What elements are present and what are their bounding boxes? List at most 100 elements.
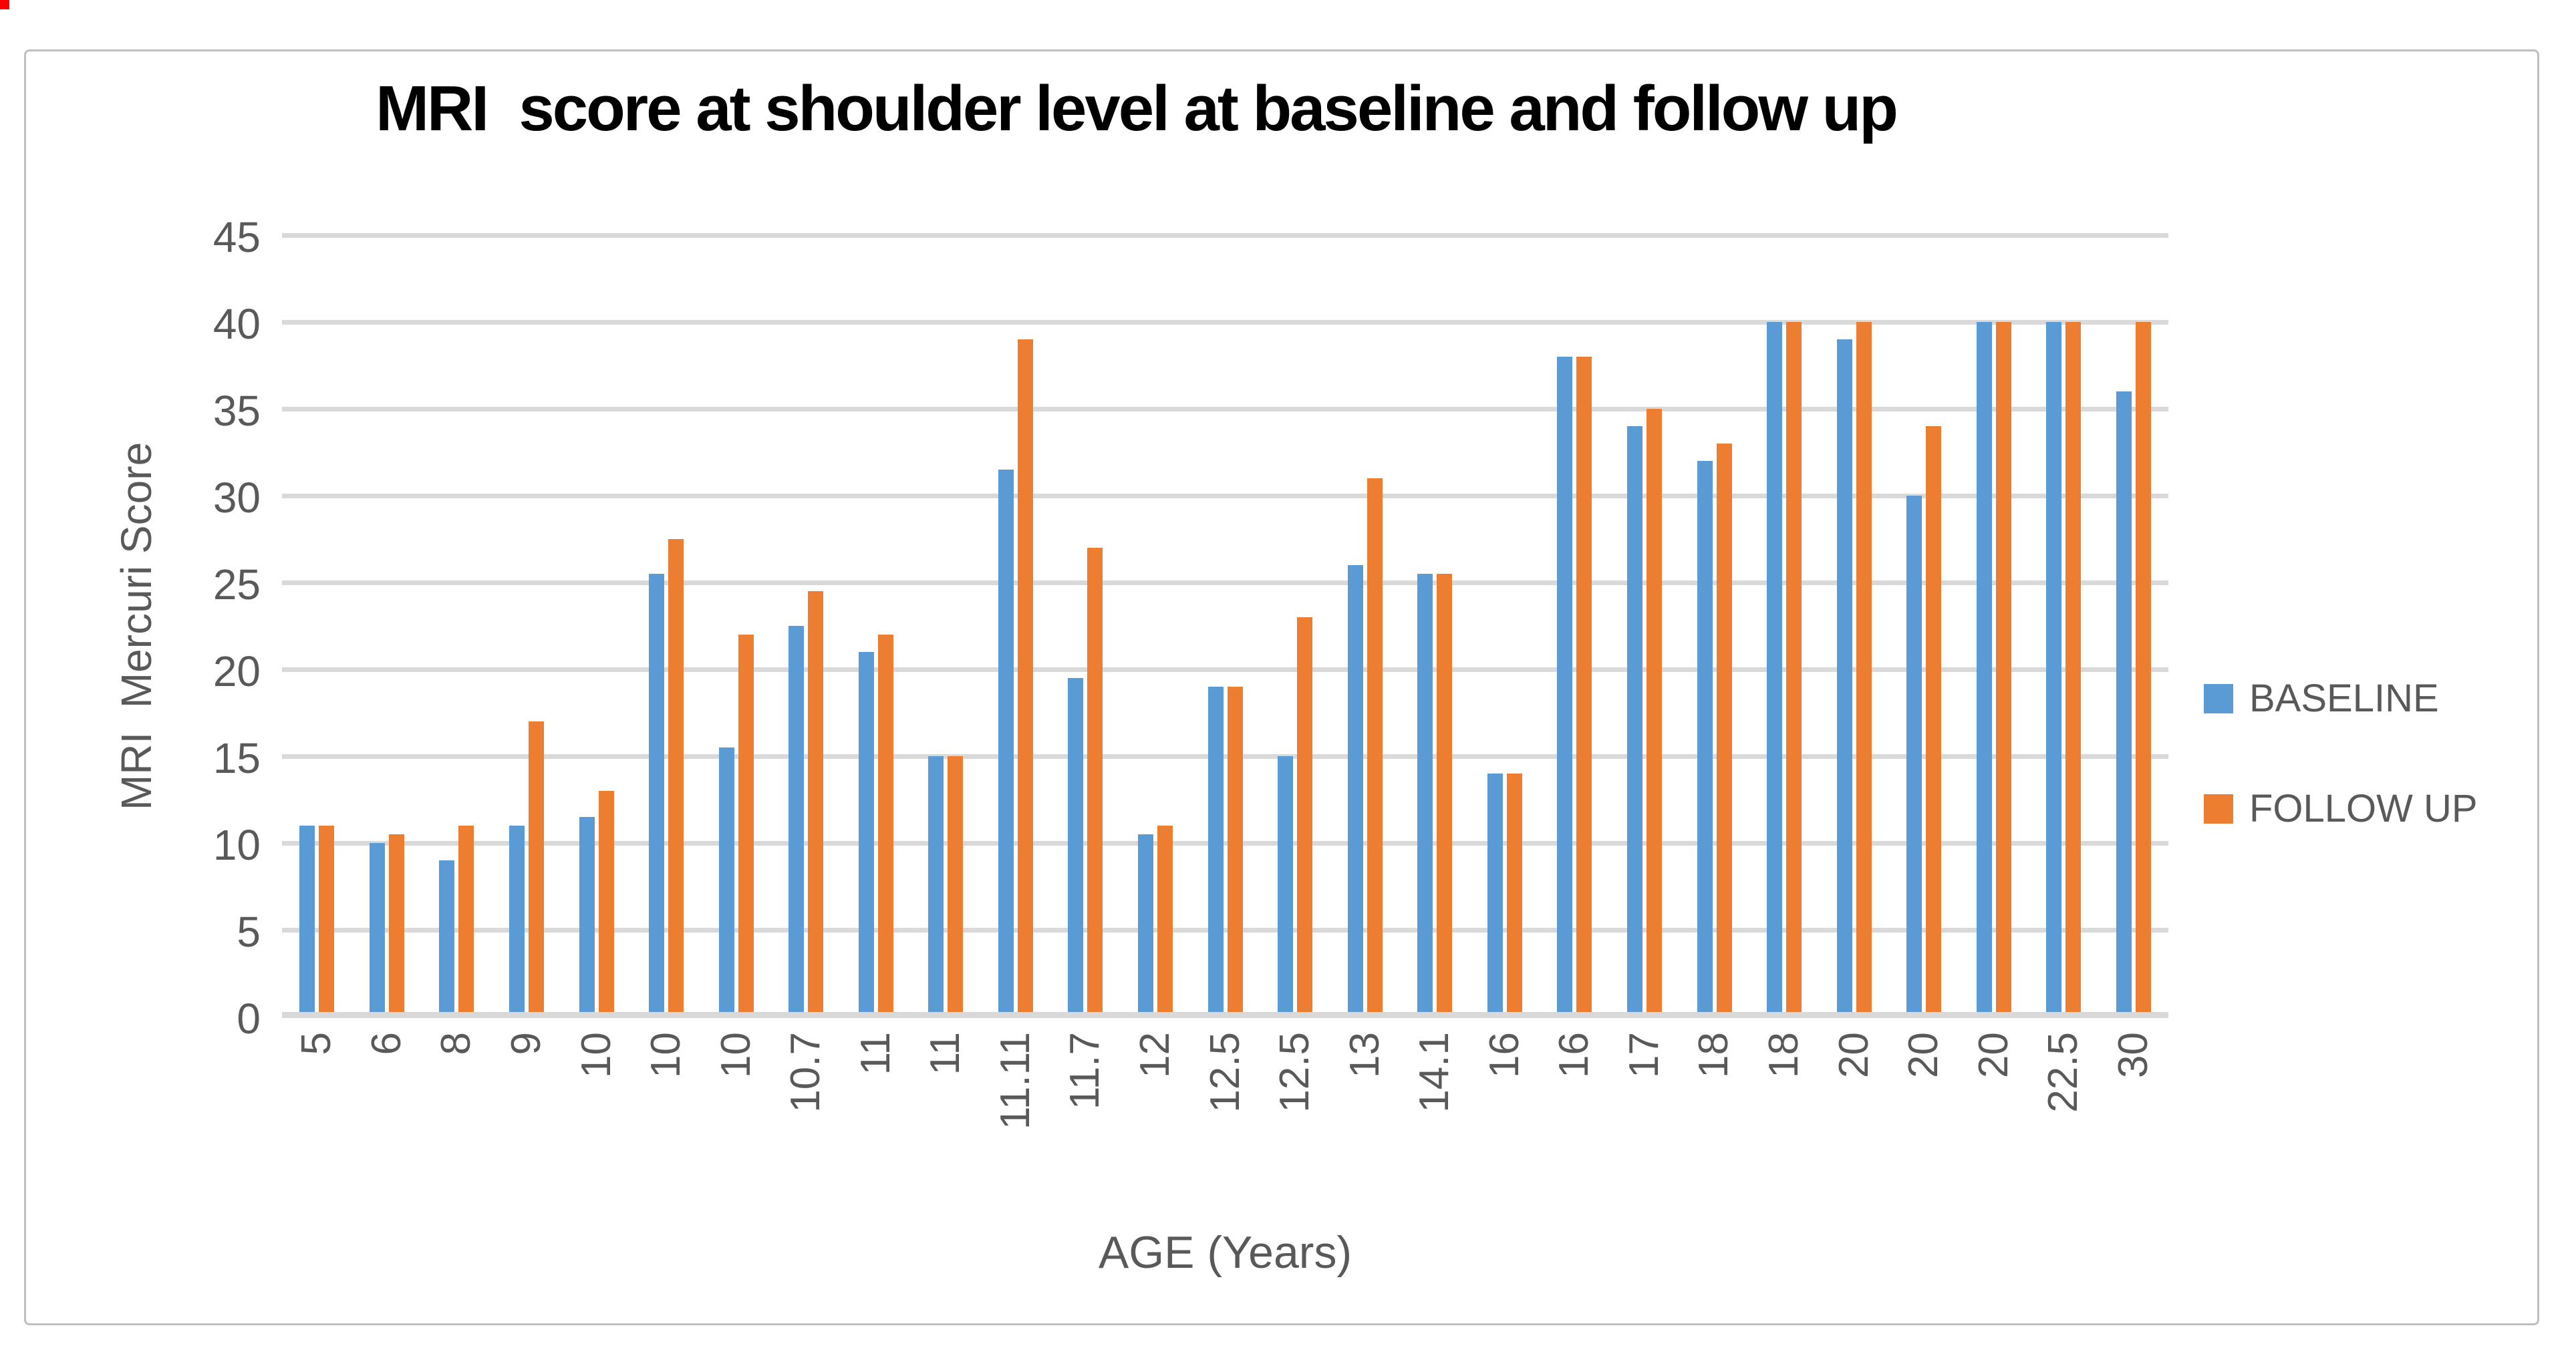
bar-group (841, 235, 911, 1017)
gridline (282, 494, 2168, 498)
x-tick-label: 14.1 (1411, 1032, 1458, 1113)
bar-group (1260, 235, 1330, 1017)
bar-baseline (579, 817, 595, 1017)
bar-baseline (2116, 391, 2132, 1017)
x-axis-title: AGE (Years) (1098, 1227, 1352, 1278)
gridline (282, 754, 2168, 759)
bar-group (1959, 235, 2029, 1017)
x-tick-label: 20 (1900, 1032, 1947, 1078)
x-tick-label: 8 (433, 1032, 480, 1055)
bar-baseline (1417, 574, 1433, 1017)
bar-follow-up (388, 834, 404, 1017)
bar-baseline (1068, 678, 1084, 1017)
y-tick-label: 20 (212, 647, 261, 695)
bar-baseline (789, 626, 805, 1017)
x-tick-label: 11.7 (1062, 1032, 1109, 1110)
gridline (282, 407, 2168, 411)
x-tick-label: 18 (1760, 1032, 1807, 1078)
bar-group (2099, 235, 2169, 1017)
bar-group (771, 235, 841, 1017)
bar-follow-up (877, 635, 893, 1017)
bar-baseline (1836, 339, 1852, 1017)
x-tick-label: 5 (293, 1032, 340, 1055)
y-tick-label: 0 (237, 995, 261, 1043)
gridline (282, 233, 2168, 238)
bar-group (1679, 235, 1749, 1017)
bar-group (1330, 235, 1400, 1017)
y-tick-label: 25 (212, 560, 261, 609)
bar-baseline (998, 470, 1014, 1017)
legend-item: FOLLOW UP (2204, 786, 2478, 831)
x-tick-label: 11 (852, 1032, 899, 1075)
legend: BASELINE FOLLOW UP (2204, 676, 2478, 831)
bar-baseline (1697, 461, 1713, 1017)
bar-group (561, 235, 631, 1017)
bar-follow-up (1227, 687, 1243, 1017)
bar-group (1121, 235, 1191, 1017)
bar-follow-up (1995, 322, 2011, 1017)
x-tick-label: 12 (1131, 1032, 1178, 1078)
bar-baseline (369, 843, 385, 1017)
legend-item: BASELINE (2204, 676, 2478, 721)
bar-follow-up (1506, 774, 1522, 1017)
bar-group (1190, 235, 1260, 1017)
bar-baseline (718, 747, 734, 1017)
bar-follow-up (1017, 339, 1033, 1017)
y-tick-label: 5 (237, 908, 261, 956)
bar-group (1470, 235, 1540, 1017)
bar-follow-up (1437, 574, 1453, 1017)
x-tick-label: 9 (503, 1032, 549, 1055)
y-tick-label: 10 (212, 821, 261, 869)
bar-group (701, 235, 771, 1017)
x-tick-label: 10 (712, 1032, 759, 1078)
bar-group (911, 235, 981, 1017)
gridline (282, 580, 2168, 585)
bar-follow-up (528, 721, 544, 1017)
y-tick-label: 30 (212, 474, 261, 522)
x-tick-label: 11 (922, 1032, 969, 1075)
legend-label: FOLLOW UP (2249, 787, 2478, 830)
bar-follow-up (1716, 444, 1732, 1017)
x-tick-label: 16 (1481, 1032, 1528, 1078)
gridline (282, 841, 2168, 846)
x-tick-label: 18 (1691, 1032, 1737, 1078)
y-tick-label: 15 (212, 734, 261, 782)
y-tick-label: 45 (212, 213, 261, 261)
bar-baseline (1487, 774, 1503, 1017)
bar-follow-up (1157, 826, 1173, 1017)
bar-baseline (2046, 322, 2062, 1017)
x-tick-label: 12.5 (1272, 1032, 1318, 1113)
legend-swatch-follow-up (2204, 794, 2233, 824)
bar-follow-up (738, 635, 754, 1017)
bar-group (1889, 235, 1959, 1017)
bar-group (1749, 235, 1820, 1017)
bar-follow-up (2065, 322, 2082, 1017)
bar-group (981, 235, 1051, 1017)
bar-group (1819, 235, 1889, 1017)
bar-group (631, 235, 702, 1017)
bar-baseline (928, 756, 944, 1017)
bar-group (1400, 235, 1470, 1017)
bar-group (1050, 235, 1121, 1017)
corner-artifact (0, 0, 9, 9)
bars-layer (282, 235, 2168, 1017)
bar-group (1540, 235, 1610, 1017)
x-tick-label: 20 (1970, 1032, 2017, 1078)
bar-baseline (1207, 687, 1224, 1017)
bar-follow-up (319, 826, 335, 1017)
x-tick-label: 13 (1341, 1032, 1388, 1078)
bar-baseline (649, 574, 665, 1017)
bar-follow-up (1786, 322, 1802, 1017)
x-axis-line (282, 1012, 2168, 1018)
bar-group (282, 235, 352, 1017)
bar-follow-up (1367, 478, 1383, 1017)
bar-baseline (299, 826, 315, 1017)
bar-baseline (858, 652, 874, 1017)
gridline (282, 320, 2168, 325)
bar-group (2029, 235, 2099, 1017)
gridline (282, 667, 2168, 672)
bar-follow-up (1576, 357, 1592, 1017)
bar-group (352, 235, 422, 1017)
bar-follow-up (2135, 322, 2151, 1017)
